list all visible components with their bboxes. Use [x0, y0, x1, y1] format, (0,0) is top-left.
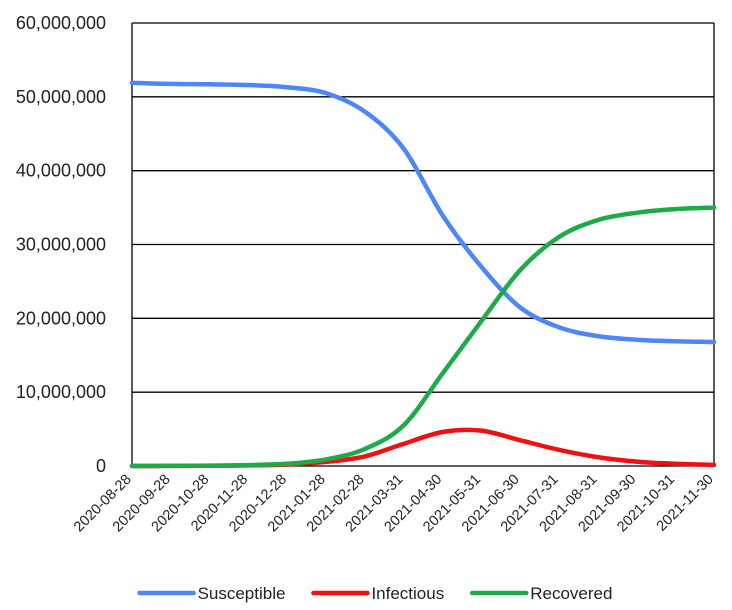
legend-label-infectious: Infectious: [371, 584, 444, 603]
y-tick-label: 50,000,000: [16, 87, 106, 107]
y-tick-label: 0: [96, 456, 106, 476]
series-lines: [129, 80, 717, 469]
y-tick-label: 60,000,000: [16, 13, 106, 33]
series-line-recovered: [129, 205, 717, 469]
y-tick-label: 10,000,000: [16, 382, 106, 402]
legend: Susceptible Infectious Recovered: [137, 584, 612, 603]
y-tick-label: 40,000,000: [16, 161, 106, 181]
y-tick-label: 20,000,000: [16, 308, 106, 328]
y-tick-label: 30,000,000: [16, 235, 106, 255]
legend-label-recovered: Recovered: [530, 584, 612, 603]
y-axis-tick-labels: 0 10,000,000 20,000,000 30,000,000 40,000,00…: [16, 13, 106, 476]
legend-label-susceptible: Susceptible: [198, 584, 286, 603]
series-line-susceptible: [129, 80, 717, 345]
